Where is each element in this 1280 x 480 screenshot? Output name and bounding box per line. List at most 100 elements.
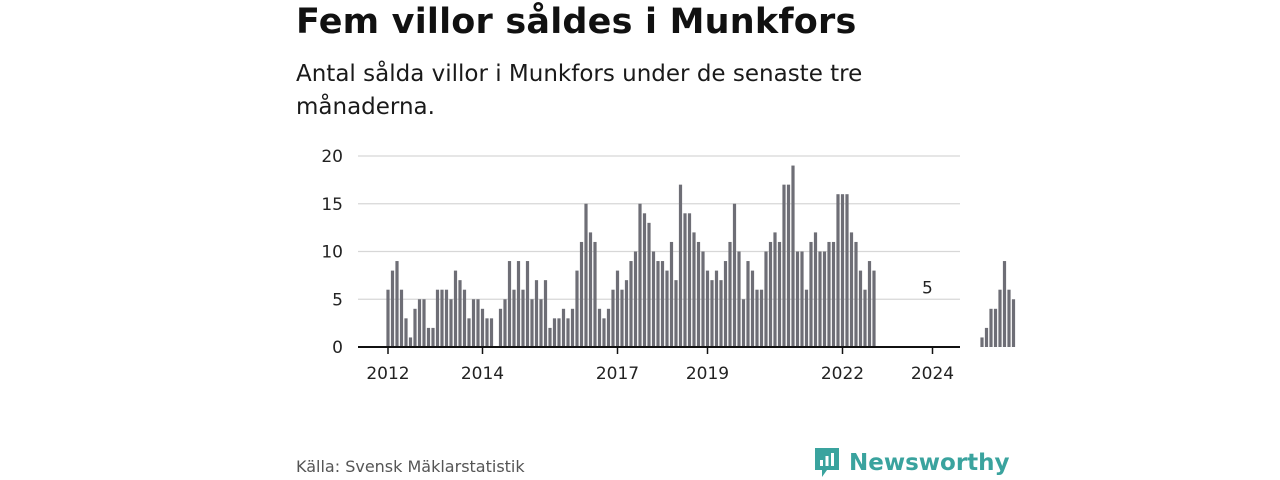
bar: [741, 299, 746, 347]
bar: [800, 251, 804, 347]
bar: [647, 222, 651, 347]
bar: [845, 194, 849, 347]
bar: [543, 280, 548, 347]
y-tick-label: 0: [332, 338, 343, 358]
bar: [687, 213, 692, 347]
bar: [579, 241, 584, 347]
bar: [480, 308, 485, 347]
bar: [984, 327, 989, 347]
bar: [858, 270, 863, 347]
bar: [386, 289, 390, 347]
bar: [728, 241, 732, 347]
highlight-value-label: 5: [922, 278, 933, 298]
y-axis-ticks: 0 5 10 15 20: [321, 147, 343, 358]
bar: [854, 241, 858, 347]
bar: [507, 261, 512, 347]
bar: [714, 270, 719, 347]
bar: [696, 241, 701, 347]
chart-title: Fem villor såldes i Munkfors: [296, 2, 857, 42]
bar: [458, 280, 462, 347]
bar: [998, 289, 1002, 347]
bar: [759, 289, 764, 347]
bar: [660, 261, 665, 347]
bar: [408, 337, 413, 347]
bar: [503, 299, 507, 347]
bar: [822, 251, 827, 347]
bar: [431, 327, 435, 347]
bar: [737, 251, 741, 347]
bar: [552, 318, 557, 347]
bar: [791, 165, 795, 347]
bar: [390, 270, 395, 347]
bar: [692, 232, 696, 347]
bar: [561, 308, 566, 347]
x-tick-label: 2022: [821, 364, 864, 384]
bar: [566, 318, 570, 347]
y-tick-label: 20: [321, 147, 343, 167]
bar: [404, 318, 408, 347]
bar: [624, 280, 629, 347]
bar: [1002, 261, 1007, 347]
bar: [629, 261, 633, 347]
bar: [525, 261, 530, 347]
bar: [498, 308, 503, 347]
bar: [836, 194, 840, 347]
bar: [840, 194, 845, 347]
bar: [570, 308, 575, 347]
bar: [602, 318, 606, 347]
bar: [435, 289, 440, 347]
bar: [534, 280, 539, 347]
bar: [453, 270, 458, 347]
bar: [597, 308, 602, 347]
bar: [818, 251, 822, 347]
bar: [669, 241, 674, 347]
bar: [1007, 289, 1011, 347]
bar: [746, 261, 750, 347]
bar: [426, 327, 431, 347]
bar: [827, 241, 831, 347]
bar: [422, 299, 426, 347]
bar: [449, 299, 453, 347]
bar: [548, 327, 552, 347]
bar: [467, 318, 471, 347]
brand-name: Newsworthy: [849, 450, 1010, 476]
bar: [750, 270, 755, 347]
bar: [521, 289, 525, 347]
bar: [723, 261, 728, 347]
bar: [588, 232, 593, 347]
y-tick-label: 15: [321, 195, 343, 215]
bar: [849, 232, 854, 347]
bar: [1011, 299, 1016, 347]
bar: [732, 203, 737, 347]
x-tick-label: 2012: [366, 364, 409, 384]
bar: [615, 270, 620, 347]
bar: [485, 318, 489, 347]
bar: [795, 251, 800, 347]
source-note: Källa: Svensk Mäklarstatistik: [296, 457, 525, 476]
bar: [651, 251, 656, 347]
brand-logo[interactable]: Newsworthy: [813, 446, 1010, 480]
y-tick-label: 10: [321, 243, 343, 263]
bar: [809, 241, 813, 347]
x-tick-label: 2024: [911, 364, 954, 384]
bar: [813, 232, 818, 347]
bar: [413, 308, 417, 347]
bar: [620, 289, 624, 347]
bar: [440, 289, 444, 347]
bar: [989, 308, 993, 347]
bar: [764, 251, 768, 347]
x-axis-ticks: 2012 2014 2017 2019 2022 2024: [366, 347, 954, 384]
bar: [683, 213, 687, 347]
bar: [642, 213, 647, 347]
bar: [656, 261, 660, 347]
bar: [710, 280, 714, 347]
bar: [516, 261, 521, 347]
bar: [444, 289, 449, 347]
bar: [611, 289, 615, 347]
bars: [386, 165, 1016, 347]
bar: [777, 241, 782, 347]
x-tick-label: 2017: [596, 364, 639, 384]
bar: [831, 241, 836, 347]
bar: [512, 289, 516, 347]
bar: [633, 251, 638, 347]
